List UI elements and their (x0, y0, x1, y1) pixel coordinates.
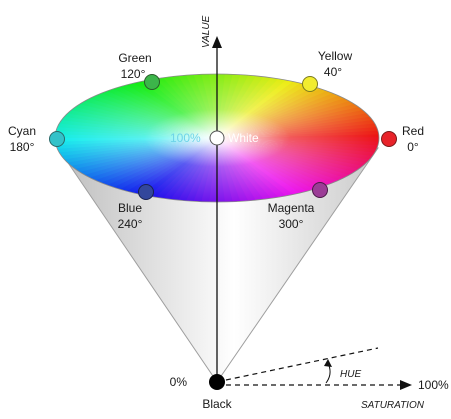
blue-degree-label: 240° (118, 217, 143, 231)
white-center-marker (209, 130, 225, 146)
yellow-marker (302, 76, 318, 92)
cyan-name-label: Cyan (8, 124, 36, 138)
blue-name-label: Blue (118, 201, 142, 215)
hue-angle-arrowhead (324, 359, 332, 367)
blue-marker (138, 184, 154, 200)
value-axis-label: VALUE (201, 15, 212, 48)
magenta-name-label: Magenta (268, 201, 315, 215)
magenta-degree-label: 300° (279, 217, 304, 231)
green-degree-label: 120° (121, 67, 146, 81)
yellow-degree-label: 40° (324, 65, 342, 79)
magenta-marker (312, 182, 328, 198)
red-degree-label: 0° (407, 140, 419, 154)
value-axis-arrowhead (212, 36, 222, 48)
hue-direction-line (225, 347, 379, 381)
center-white-label: White (228, 131, 259, 145)
red-marker (381, 131, 397, 147)
hue-axis-label: HUE (340, 369, 361, 380)
black-label: Black (202, 397, 232, 411)
black-apex-marker (209, 374, 225, 390)
green-marker (144, 74, 160, 90)
green-name-label: Green (118, 51, 151, 65)
saturation-axis-arrowhead (400, 380, 412, 390)
yellow-name-label: Yellow (318, 49, 353, 63)
value-zero-label: 0% (170, 375, 188, 389)
cyan-marker (49, 131, 65, 147)
saturation-axis-label: SATURATION (361, 400, 425, 411)
saturation-max-label: 100% (418, 378, 449, 392)
red-name-label: Red (402, 124, 424, 138)
center-percent-label: 100% (170, 131, 201, 145)
cyan-degree-label: 180° (10, 140, 35, 154)
